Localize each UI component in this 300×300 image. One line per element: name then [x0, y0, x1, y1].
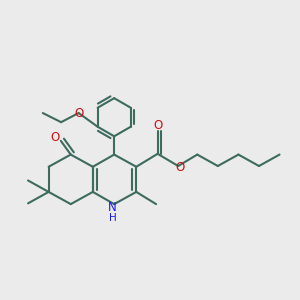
Text: O: O: [175, 161, 184, 174]
Text: N: N: [108, 201, 117, 214]
Text: O: O: [51, 130, 60, 143]
Text: H: H: [109, 213, 116, 223]
Text: O: O: [153, 119, 162, 132]
Text: O: O: [75, 106, 84, 119]
